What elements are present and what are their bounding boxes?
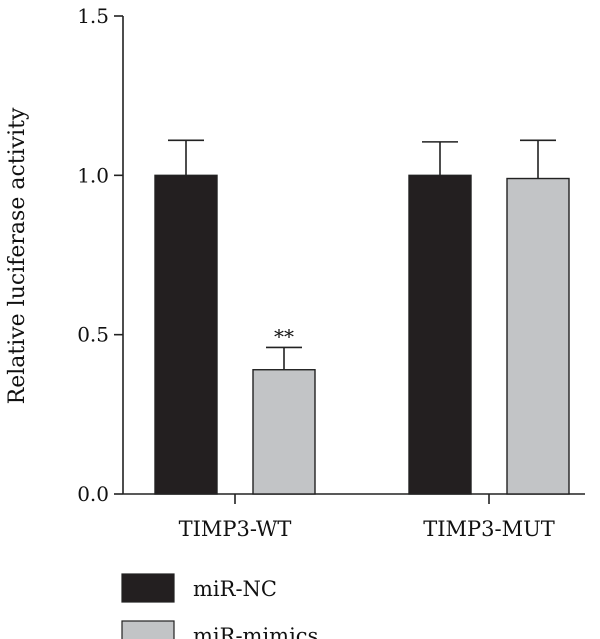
y-tick-label: 1.0 bbox=[77, 163, 109, 187]
legend-label: miR-mimics bbox=[193, 624, 318, 639]
y-tick-label: 0.5 bbox=[77, 323, 109, 347]
error-bars bbox=[168, 139, 556, 370]
y-axis: 0.0 0.5 1.0 1.5 bbox=[77, 4, 124, 506]
x-tick-label: TIMP3-WT bbox=[179, 517, 292, 541]
y-tick-label: 1.5 bbox=[77, 4, 109, 28]
significance-label: ** bbox=[274, 324, 294, 348]
bar bbox=[154, 174, 218, 495]
legend-swatch bbox=[121, 620, 175, 639]
bar bbox=[408, 174, 472, 495]
bars bbox=[154, 174, 570, 495]
x-axis: TIMP3-WT TIMP3-MUT bbox=[123, 493, 585, 541]
bar bbox=[506, 177, 570, 495]
legend: miR-NC miR-mimics bbox=[121, 573, 318, 639]
legend-label: miR-NC bbox=[193, 577, 277, 601]
y-axis-title: Relative luciferase activity bbox=[5, 107, 30, 404]
bar bbox=[252, 369, 316, 495]
x-tick-label: TIMP3-MUT bbox=[423, 517, 555, 541]
y-tick-label: 0.0 bbox=[77, 482, 109, 506]
legend-swatch bbox=[121, 573, 175, 603]
annotations: ** bbox=[274, 324, 294, 348]
